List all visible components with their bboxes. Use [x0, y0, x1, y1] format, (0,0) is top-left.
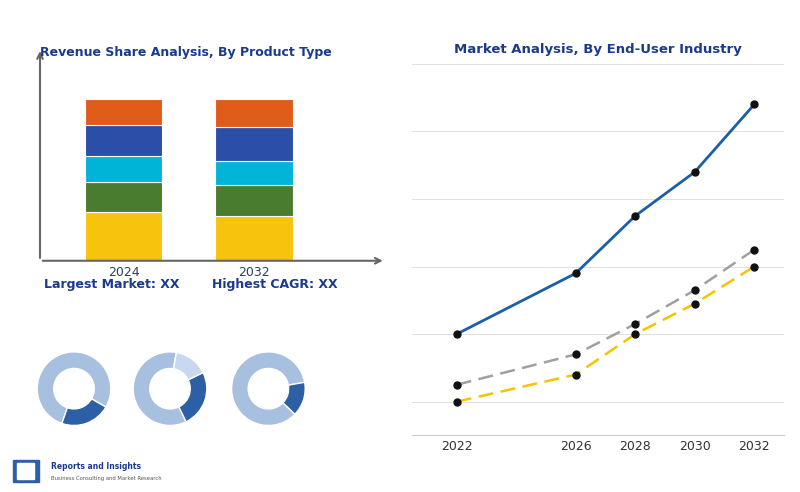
- Bar: [85, 156, 162, 182]
- Text: Largest Market: XX: Largest Market: XX: [44, 278, 179, 291]
- Wedge shape: [179, 372, 206, 422]
- Bar: [85, 182, 162, 213]
- Text: Revenue Share Analysis, By Product Type: Revenue Share Analysis, By Product Type: [40, 46, 332, 59]
- Wedge shape: [38, 352, 110, 424]
- Wedge shape: [134, 352, 186, 426]
- Bar: [215, 185, 294, 215]
- Bar: [215, 127, 294, 161]
- Wedge shape: [174, 352, 203, 380]
- Bar: [85, 213, 162, 261]
- Title: Market Analysis, By End-User Industry: Market Analysis, By End-User Industry: [454, 43, 742, 56]
- FancyBboxPatch shape: [17, 463, 34, 479]
- Bar: [85, 99, 162, 125]
- Bar: [215, 99, 294, 127]
- Wedge shape: [232, 352, 305, 426]
- Text: Highest CAGR: XX: Highest CAGR: XX: [212, 278, 338, 291]
- Text: Reports and Insights: Reports and Insights: [51, 462, 141, 471]
- Text: GLOBAL OPTICAL COATING MARKET SEGMENT ANALYSIS: GLOBAL OPTICAL COATING MARKET SEGMENT AN…: [14, 18, 477, 33]
- Wedge shape: [62, 399, 106, 426]
- Bar: [215, 215, 294, 261]
- Bar: [85, 125, 162, 156]
- Wedge shape: [283, 382, 305, 414]
- FancyBboxPatch shape: [14, 460, 39, 482]
- Text: Business Consulting and Market Research: Business Consulting and Market Research: [51, 476, 162, 481]
- Bar: [215, 161, 294, 185]
